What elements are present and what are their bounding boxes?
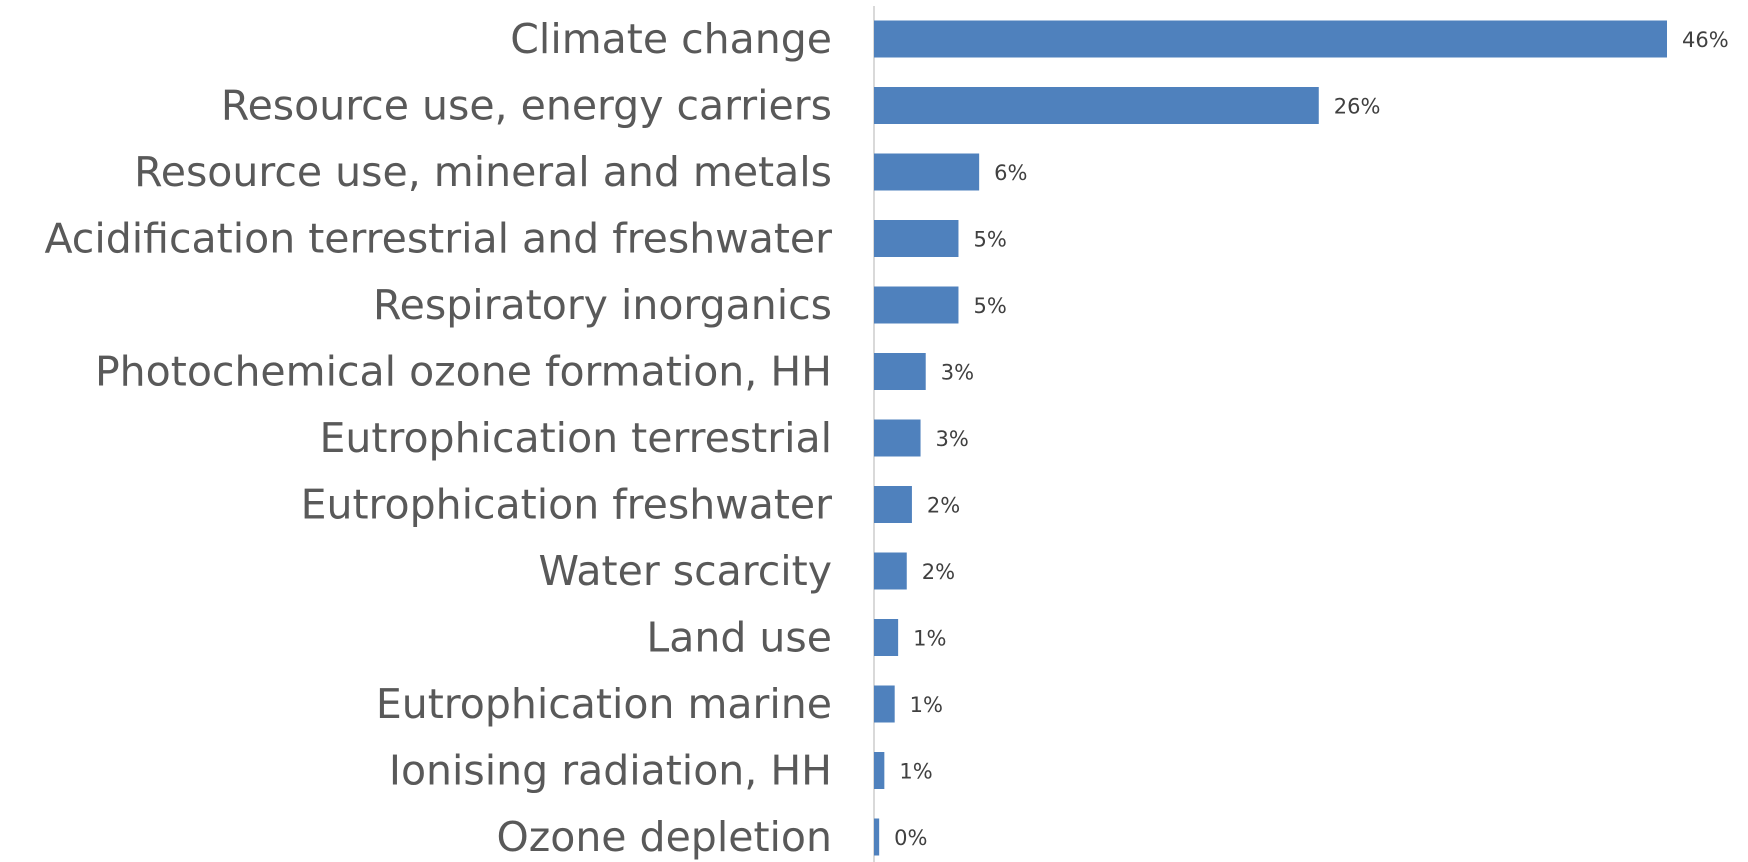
data-label: 0%: [894, 826, 927, 850]
data-label: 2%: [922, 560, 955, 584]
category-label: Photochemical ozone formation, HH: [95, 348, 832, 396]
category-labels: Climate change Resource use, energy carri…: [44, 15, 832, 861]
bar: [874, 752, 885, 789]
data-label: 1%: [899, 760, 932, 784]
data-label: 46%: [1682, 28, 1729, 52]
data-labels: 46% 26% 6% 5% 5% 3% 3% 2% 2% 1% 1% 1% 0%: [894, 28, 1729, 850]
bar: [874, 486, 912, 523]
bar: [874, 153, 980, 191]
category-label: Acidification terrestrial and freshwater: [44, 215, 832, 263]
bar: [874, 20, 1667, 58]
data-label: 1%: [910, 693, 943, 717]
bar: [874, 353, 926, 390]
bar: [874, 220, 959, 257]
category-label: Eutrophication terrestrial: [320, 414, 832, 462]
bar: [874, 419, 921, 457]
data-label: 5%: [973, 228, 1006, 252]
bar: [874, 286, 959, 324]
category-label: Climate change: [510, 15, 832, 63]
data-label: 5%: [973, 294, 1006, 318]
data-label: 1%: [913, 627, 946, 651]
data-label: 26%: [1334, 95, 1381, 119]
bar: [874, 552, 907, 590]
category-label: Ozone depletion: [496, 813, 832, 861]
bar: [874, 619, 899, 656]
bar-series: [874, 20, 1667, 856]
category-label: Resource use, mineral and metals: [134, 148, 832, 196]
category-label: Eutrophication marine: [376, 680, 832, 728]
bar: [874, 87, 1319, 124]
bar: [874, 818, 880, 856]
bar: [874, 685, 895, 723]
category-label: Resource use, energy carriers: [221, 82, 832, 130]
category-label: Land use: [646, 614, 832, 662]
category-label: Ionising radiation, HH: [389, 747, 832, 795]
data-label: 3%: [936, 427, 969, 451]
data-label: 3%: [941, 361, 974, 385]
data-label: 2%: [927, 494, 960, 518]
category-label: Eutrophication freshwater: [301, 481, 833, 529]
category-label: Respiratory inorganics: [373, 281, 832, 329]
data-label: 6%: [994, 161, 1027, 185]
category-label: Water scarcity: [539, 547, 833, 595]
